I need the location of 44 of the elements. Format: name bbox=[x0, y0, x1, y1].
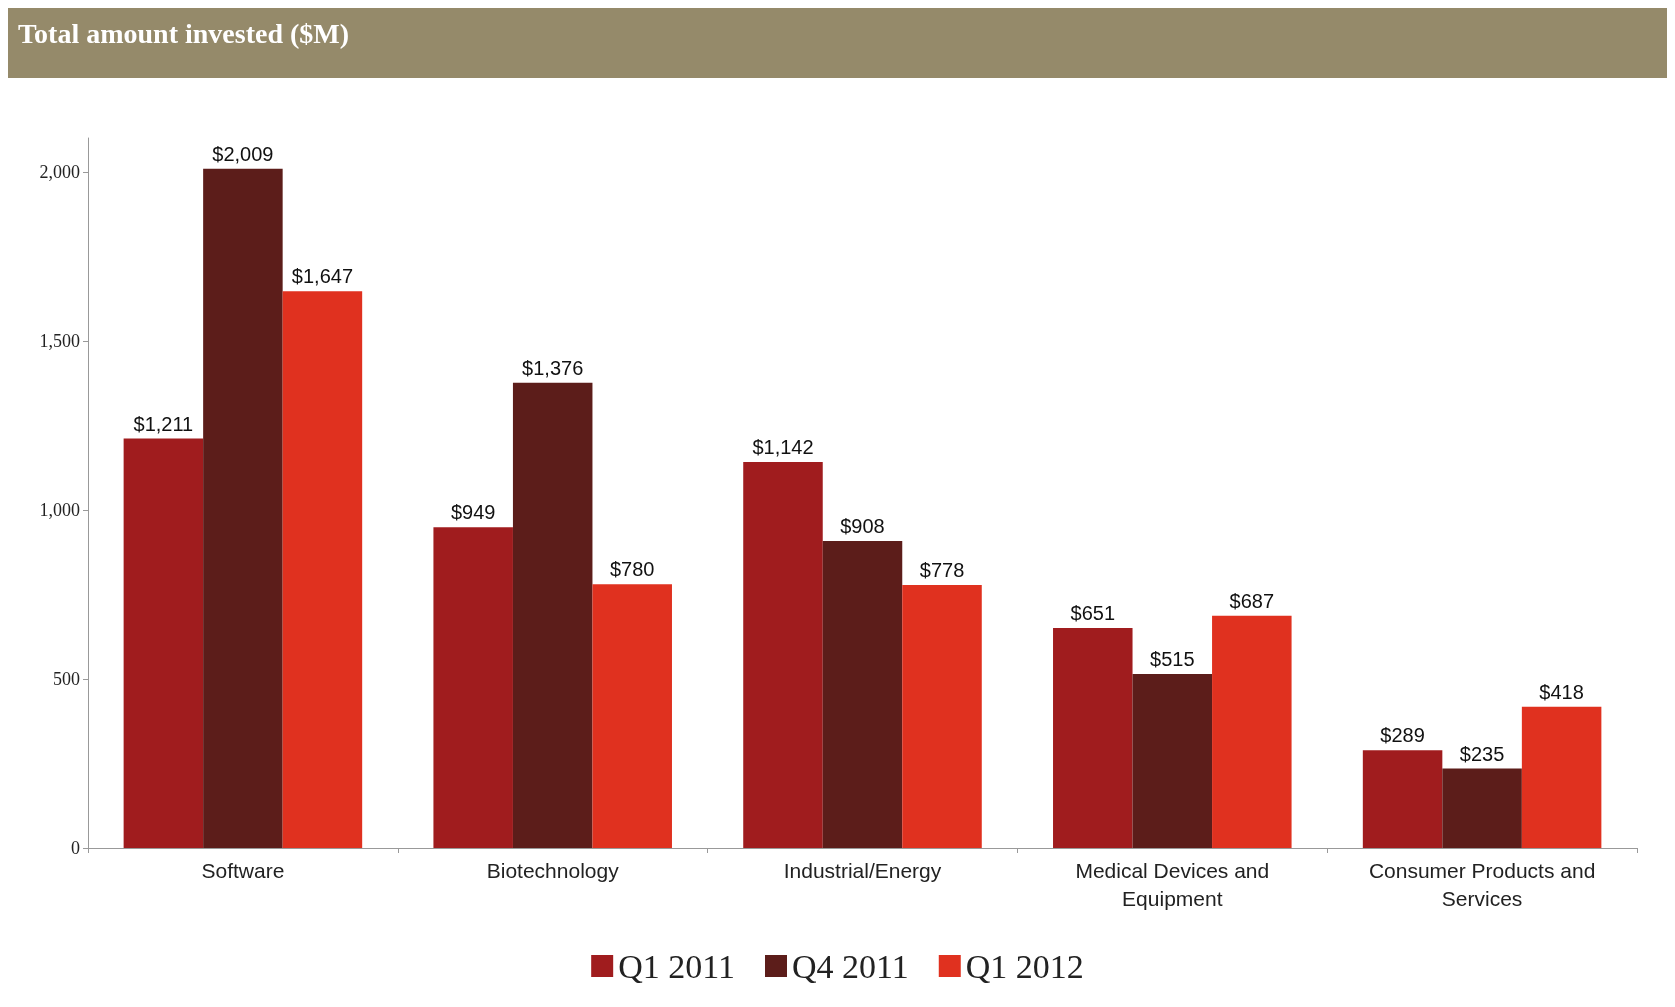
legend-label: Q1 2012 bbox=[965, 947, 1084, 985]
y-tick-label: 1,000 bbox=[39, 499, 80, 520]
bar bbox=[433, 527, 513, 848]
data-label: $235 bbox=[1459, 742, 1505, 765]
data-label: $515 bbox=[1150, 647, 1195, 670]
data-label: $418 bbox=[1539, 680, 1584, 703]
data-label: $780 bbox=[609, 558, 655, 581]
x-tick-label: Biotechnology bbox=[486, 858, 620, 882]
x-tick-label: Consumer Products and Services bbox=[1368, 858, 1596, 910]
data-label: $2,009 bbox=[212, 142, 274, 165]
data-label: $687 bbox=[1229, 589, 1275, 612]
data-label: $1,376 bbox=[522, 356, 584, 379]
x-tick-label: Industrial/Energy bbox=[783, 858, 942, 882]
data-label: $1,142 bbox=[752, 435, 814, 458]
bar bbox=[1053, 627, 1133, 848]
data-label: $651 bbox=[1070, 601, 1116, 624]
x-tick-label: Medical Devices and Equipment bbox=[1075, 858, 1270, 910]
y-tick-label: 1,500 bbox=[39, 330, 80, 351]
data-label: $778 bbox=[919, 558, 965, 581]
bar bbox=[902, 584, 982, 848]
bar bbox=[203, 168, 283, 848]
bar bbox=[512, 382, 593, 848]
bar bbox=[1362, 750, 1443, 848]
chart-title: Total amount invested ($M) bbox=[8, 8, 1667, 78]
bar bbox=[1442, 768, 1522, 848]
bar bbox=[1132, 673, 1213, 848]
bar bbox=[592, 584, 672, 848]
bar bbox=[1212, 615, 1292, 848]
data-label: $1,211 bbox=[133, 412, 194, 435]
bar bbox=[123, 438, 204, 848]
y-tick-label: 0 bbox=[71, 838, 80, 858]
data-label: $949 bbox=[450, 501, 496, 524]
data-label: $289 bbox=[1380, 724, 1425, 747]
data-label: $1,647 bbox=[291, 265, 353, 288]
bar bbox=[743, 461, 823, 848]
bar bbox=[822, 541, 903, 848]
bar bbox=[1521, 706, 1602, 848]
x-tick-label: Software bbox=[201, 858, 285, 882]
y-tick-label: 500 bbox=[53, 668, 80, 689]
legend-label: Q1 2011 bbox=[618, 947, 735, 985]
y-tick-label: 2,000 bbox=[39, 161, 80, 182]
legend-label: Q4 2011 bbox=[791, 947, 909, 985]
data-label: $908 bbox=[840, 515, 885, 538]
bar bbox=[282, 291, 363, 848]
